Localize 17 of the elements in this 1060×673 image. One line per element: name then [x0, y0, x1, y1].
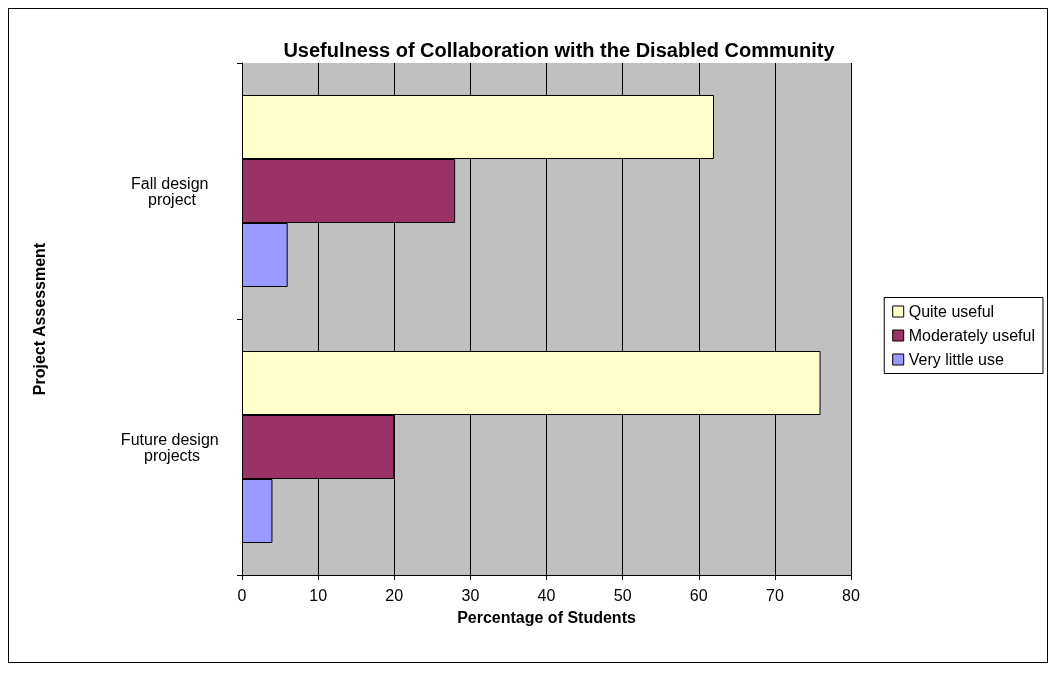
chart-title: Usefulness of Collaboration with the Disabled Community [283, 39, 836, 61]
legend-label: Moderately useful [908, 327, 1036, 344]
x-tick-label: 30 [461, 586, 480, 604]
legend-label: Quite useful [908, 303, 995, 320]
x-axis-title: Percentage of Students [457, 608, 636, 626]
x-tick-label: 60 [689, 586, 708, 604]
y-tick-label: Fall design project [131, 174, 213, 208]
y-axis-title: Project Assessment [30, 242, 48, 396]
x-tick-label: 40 [537, 586, 556, 604]
x-tick-label: 80 [842, 586, 860, 604]
x-tick-label: 0 [237, 586, 247, 604]
x-tick-label: 50 [613, 586, 632, 604]
x-tick-label: 10 [309, 586, 328, 604]
x-tick-label: 20 [385, 586, 404, 604]
y-tick-label: Future design projects [120, 430, 224, 464]
legend-label: Very little use [908, 351, 1004, 368]
x-tick-label: 70 [765, 586, 784, 604]
